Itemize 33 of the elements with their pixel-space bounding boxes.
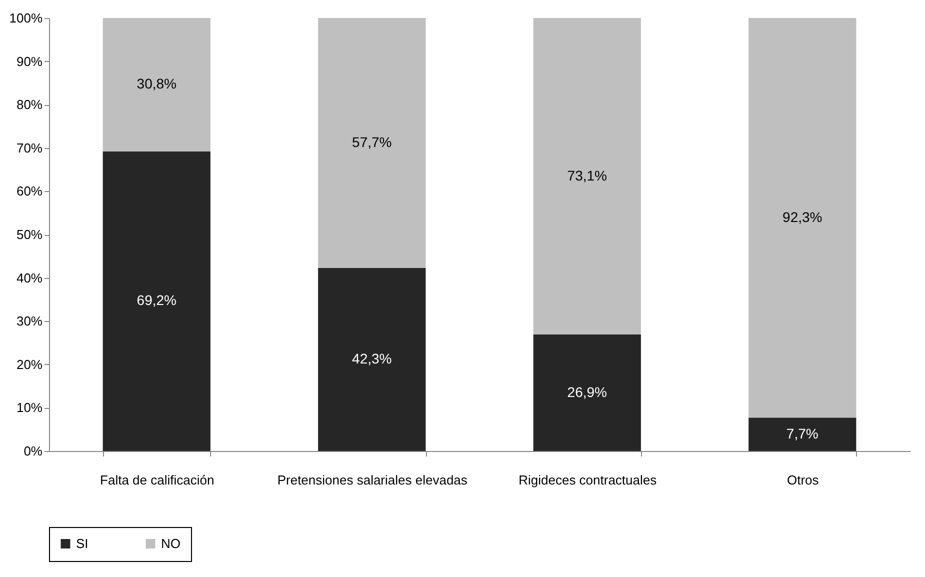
y-tick-label: 70%: [16, 140, 43, 156]
legend-label: SI: [76, 536, 88, 551]
data-label: 69,2%: [136, 292, 176, 308]
y-tick-label: 20%: [16, 356, 43, 372]
bar: [102, 18, 210, 152]
bar: [318, 268, 426, 451]
y-tick-label: 50%: [16, 227, 43, 242]
bar: [748, 418, 856, 451]
data-label: 42,3%: [352, 350, 392, 366]
y-tick-label: 80%: [16, 97, 43, 112]
x-tick-label: Otros: [786, 472, 820, 488]
legend-label: NO: [161, 536, 180, 551]
x-tick-label: Pretensiones salariales elevadas: [277, 472, 468, 488]
bar: [533, 334, 641, 451]
bar: [533, 18, 641, 335]
x-tick-label: Rigideces contractuales: [518, 472, 658, 488]
y-tick-label: 90%: [16, 54, 43, 69]
data-label: 92,3%: [782, 208, 822, 225]
data-label: 57,7%: [352, 134, 392, 150]
data-label: 7,7%: [786, 425, 818, 442]
x-tick-label: Falta de calificación: [100, 472, 214, 488]
y-tick-label: 60%: [16, 184, 43, 199]
y-tick-label: 30%: [16, 314, 43, 329]
data-label: 26,9%: [567, 384, 607, 400]
y-tick-label: 40%: [16, 270, 43, 286]
data-label: 73,1%: [567, 167, 607, 184]
y-tick-label: 100%: [9, 10, 43, 26]
y-tick-label: 0%: [24, 444, 43, 458]
bar: [748, 18, 856, 418]
data-label: 30,8%: [136, 76, 176, 92]
y-tick-label: 10%: [16, 400, 43, 416]
bar: [318, 18, 426, 268]
bar: [102, 151, 210, 451]
